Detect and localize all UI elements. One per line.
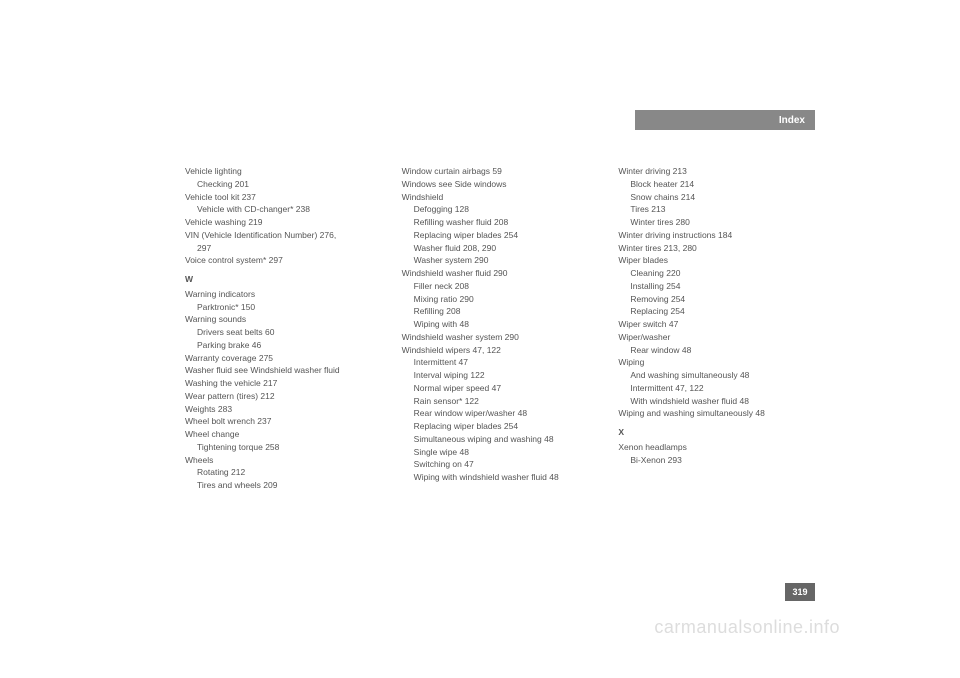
index-entry: Warning sounds bbox=[185, 313, 382, 326]
index-entry: Voice control system* 297 bbox=[185, 254, 382, 267]
index-entry: Vehicle washing 219 bbox=[185, 216, 382, 229]
index-entry: Windshield bbox=[402, 191, 599, 204]
index-entry: Winter driving 213 bbox=[618, 165, 815, 178]
index-subentry: Replacing wiper blades 254 bbox=[402, 420, 599, 433]
index-subentry: Rain sensor* 122 bbox=[402, 395, 599, 408]
index-subentry: Cleaning 220 bbox=[618, 267, 815, 280]
index-entry: Wheel bolt wrench 237 bbox=[185, 415, 382, 428]
index-subentry: Wiping with 48 bbox=[402, 318, 599, 331]
index-subentry: Parktronic* 150 bbox=[185, 301, 382, 314]
index-subentry: Mixing ratio 290 bbox=[402, 293, 599, 306]
index-subentry: And washing simultaneously 48 bbox=[618, 369, 815, 382]
index-entry: Winter tires 213, 280 bbox=[618, 242, 815, 255]
index-subentry: Vehicle with CD-changer* 238 bbox=[185, 203, 382, 216]
header-title: Index bbox=[779, 115, 805, 126]
index-subentry: Snow chains 214 bbox=[618, 191, 815, 204]
page-number: 319 bbox=[792, 587, 807, 597]
index-entry: Wiping bbox=[618, 356, 815, 369]
index-entry: Windows see Side windows bbox=[402, 178, 599, 191]
index-subentry: Winter tires 280 bbox=[618, 216, 815, 229]
column-3: Winter driving 213Block heater 214Snow c… bbox=[618, 165, 815, 492]
index-subentry: Replacing 254 bbox=[618, 305, 815, 318]
page-number-badge: 319 bbox=[785, 583, 815, 601]
index-entry: Vehicle tool kit 237 bbox=[185, 191, 382, 204]
index-subentry: 297 bbox=[185, 242, 382, 255]
index-subentry: Rear window 48 bbox=[618, 344, 815, 357]
section-letter: X bbox=[618, 426, 815, 439]
index-subentry: Rotating 212 bbox=[185, 466, 382, 479]
index-entry: Wiping and washing simultaneously 48 bbox=[618, 407, 815, 420]
index-entry: Vehicle lighting bbox=[185, 165, 382, 178]
index-subentry: Filler neck 208 bbox=[402, 280, 599, 293]
index-subentry: Washer fluid 208, 290 bbox=[402, 242, 599, 255]
index-subentry: Defogging 128 bbox=[402, 203, 599, 216]
index-subentry: Normal wiper speed 47 bbox=[402, 382, 599, 395]
index-entry: Wiper/washer bbox=[618, 331, 815, 344]
index-subentry: With windshield washer fluid 48 bbox=[618, 395, 815, 408]
section-letter: W bbox=[185, 273, 382, 286]
index-subentry: Checking 201 bbox=[185, 178, 382, 191]
index-subentry: Tires and wheels 209 bbox=[185, 479, 382, 492]
index-subentry: Bi-Xenon 293 bbox=[618, 454, 815, 467]
index-entry: Windshield washer fluid 290 bbox=[402, 267, 599, 280]
index-entry: Wheels bbox=[185, 454, 382, 467]
index-entry: Wheel change bbox=[185, 428, 382, 441]
index-subentry: Refilling washer fluid 208 bbox=[402, 216, 599, 229]
index-entry: VIN (Vehicle Identification Number) 276, bbox=[185, 229, 382, 242]
index-subentry: Drivers seat belts 60 bbox=[185, 326, 382, 339]
index-entry: Xenon headlamps bbox=[618, 441, 815, 454]
index-subentry: Single wipe 48 bbox=[402, 446, 599, 459]
index-content: Vehicle lightingChecking 201Vehicle tool… bbox=[185, 165, 815, 492]
index-subentry: Intermittent 47 bbox=[402, 356, 599, 369]
column-1: Vehicle lightingChecking 201Vehicle tool… bbox=[185, 165, 382, 492]
index-entry: Windshield wipers 47, 122 bbox=[402, 344, 599, 357]
index-subentry: Washer system 290 bbox=[402, 254, 599, 267]
index-subentry: Replacing wiper blades 254 bbox=[402, 229, 599, 242]
index-subentry: Removing 254 bbox=[618, 293, 815, 306]
index-subentry: Simultaneous wiping and washing 48 bbox=[402, 433, 599, 446]
index-entry: Warning indicators bbox=[185, 288, 382, 301]
index-subentry: Wiping with windshield washer fluid 48 bbox=[402, 471, 599, 484]
index-entry: Window curtain airbags 59 bbox=[402, 165, 599, 178]
index-subentry: Intermittent 47, 122 bbox=[618, 382, 815, 395]
index-entry: Winter driving instructions 184 bbox=[618, 229, 815, 242]
index-subentry: Installing 254 bbox=[618, 280, 815, 293]
index-entry: Washer fluid see Windshield washer fluid bbox=[185, 364, 382, 377]
index-entry: Wear pattern (tires) 212 bbox=[185, 390, 382, 403]
index-entry: Windshield washer system 290 bbox=[402, 331, 599, 344]
index-entry: Warranty coverage 275 bbox=[185, 352, 382, 365]
index-entry: Wiper switch 47 bbox=[618, 318, 815, 331]
index-subentry: Block heater 214 bbox=[618, 178, 815, 191]
index-subentry: Parking brake 46 bbox=[185, 339, 382, 352]
header-bar: Index bbox=[635, 110, 815, 130]
watermark: carmanualsonline.info bbox=[654, 617, 840, 638]
index-subentry: Tires 213 bbox=[618, 203, 815, 216]
index-subentry: Tightening torque 258 bbox=[185, 441, 382, 454]
index-entry: Washing the vehicle 217 bbox=[185, 377, 382, 390]
index-entry: Wiper blades bbox=[618, 254, 815, 267]
index-subentry: Refilling 208 bbox=[402, 305, 599, 318]
column-2: Window curtain airbags 59Windows see Sid… bbox=[402, 165, 599, 492]
index-subentry: Switching on 47 bbox=[402, 458, 599, 471]
index-subentry: Interval wiping 122 bbox=[402, 369, 599, 382]
index-entry: Weights 283 bbox=[185, 403, 382, 416]
index-subentry: Rear window wiper/washer 48 bbox=[402, 407, 599, 420]
